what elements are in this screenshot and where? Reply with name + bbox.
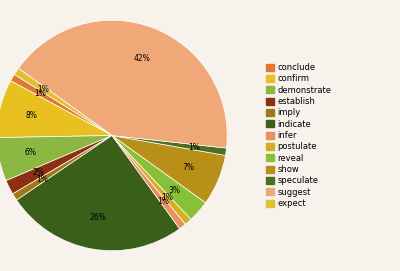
Wedge shape (112, 136, 186, 229)
Wedge shape (112, 136, 226, 156)
Text: 1%: 1% (37, 85, 49, 94)
Text: 26%: 26% (89, 213, 106, 222)
Wedge shape (6, 136, 112, 194)
Text: 1%: 1% (161, 193, 173, 202)
Wedge shape (112, 136, 206, 219)
Wedge shape (17, 136, 180, 251)
Wedge shape (0, 136, 112, 181)
Text: 7%: 7% (182, 163, 194, 172)
Wedge shape (18, 20, 227, 148)
Wedge shape (13, 136, 112, 200)
Text: 8%: 8% (26, 111, 37, 120)
Text: 6%: 6% (25, 148, 37, 157)
Text: 2%: 2% (32, 168, 44, 177)
Text: 3%: 3% (168, 186, 180, 195)
Wedge shape (10, 75, 112, 136)
Wedge shape (112, 136, 226, 203)
Wedge shape (0, 81, 112, 138)
Text: 1%: 1% (34, 89, 46, 98)
Text: 1%: 1% (36, 175, 48, 184)
Legend: conclude, confirm, demonstrate, establish, imply, indicate, infer, postulate, re: conclude, confirm, demonstrate, establis… (266, 63, 332, 208)
Wedge shape (112, 136, 191, 224)
Text: 42%: 42% (133, 54, 150, 63)
Text: 1%: 1% (188, 143, 200, 152)
Text: 1%: 1% (157, 196, 169, 205)
Wedge shape (14, 68, 112, 136)
